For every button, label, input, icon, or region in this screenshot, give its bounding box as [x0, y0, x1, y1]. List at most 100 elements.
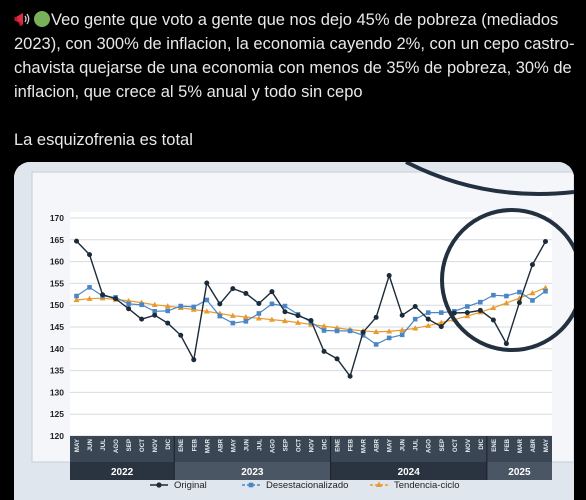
- year-band-2024: [330, 462, 487, 480]
- year-label: 2023: [241, 467, 264, 478]
- series-point-original: [295, 313, 301, 319]
- x-tick-label: DIC: [322, 438, 329, 449]
- series-point-original: [178, 332, 184, 338]
- year-band-2023: [174, 462, 331, 480]
- x-tick-label: JUL: [256, 439, 263, 451]
- series-point-tendencia: [373, 328, 380, 334]
- series-point-desestacionalizado: [282, 303, 288, 309]
- series-point-original: [399, 312, 405, 318]
- x-tick-label: DIC: [478, 438, 485, 449]
- series-point-original: [477, 307, 483, 313]
- series-point-desestacionalizado: [478, 299, 483, 305]
- series-point-tendencia: [242, 313, 249, 320]
- series-point-desestacionalizado: [165, 308, 171, 314]
- post-paragraph-1: Veo gente que voto a gente que nos dejo …: [14, 8, 579, 104]
- series-point-original: [438, 324, 444, 330]
- series-point-tendencia: [399, 327, 406, 333]
- series-point-original: [529, 262, 535, 268]
- series-point-desestacionalizado: [491, 292, 496, 298]
- series-point-desestacionalizado: [269, 301, 275, 307]
- series-point-original: [542, 239, 548, 245]
- y-tick-label: 170: [50, 213, 64, 223]
- y-tick-label: 155: [50, 278, 64, 288]
- series-point-original: [490, 317, 496, 323]
- series-point-tendencia: [529, 289, 536, 296]
- series-point-original: [347, 373, 353, 379]
- y-tick-label: 130: [50, 387, 64, 397]
- series-point-original: [360, 329, 366, 335]
- x-tick-label: OCT: [139, 439, 146, 452]
- series-point-desestacionalizado: [230, 320, 236, 326]
- y-tick-label: 125: [50, 409, 64, 419]
- series-point-desestacionalizado: [139, 302, 144, 308]
- series-point-desestacionalizado: [243, 319, 249, 324]
- series-point-desestacionalizado: [412, 316, 418, 322]
- series-point-original: [204, 280, 210, 286]
- series-point-original: [87, 252, 93, 258]
- x-tick-label: SEP: [126, 439, 133, 451]
- x-tick-label: NOV: [309, 438, 316, 452]
- x-tick-label: MAY: [74, 438, 81, 452]
- series-point-tendencia: [386, 328, 393, 334]
- series-point-original: [74, 238, 80, 244]
- series-point-original: [217, 301, 223, 307]
- x-tick-label: OCT: [295, 439, 302, 452]
- series-point-original: [516, 300, 522, 306]
- x-tick-label: ENE: [491, 439, 498, 452]
- year-band-2022: [70, 462, 175, 480]
- y-tick-label: 140: [50, 344, 64, 354]
- series-point-tendencia: [203, 308, 210, 314]
- series-point-desestacionalizado: [543, 288, 548, 294]
- series-point-desestacionalizado: [321, 328, 327, 333]
- series-point-tendencia: [164, 303, 171, 309]
- highlight-arc-top: [405, 162, 574, 196]
- x-tick-label: OCT: [452, 439, 459, 452]
- series-point-original: [412, 304, 418, 310]
- series-point-desestacionalizado: [334, 328, 340, 334]
- series-point-tendencia: [86, 295, 93, 301]
- x-tick-label: FEB: [191, 438, 198, 451]
- x-tick-label: AGO: [269, 439, 276, 453]
- post-media-chart[interactable]: 170 165 160 155 150 145 140 135 130 125 120 MAY JUN J…: [14, 162, 574, 500]
- y-tick-label: 145: [50, 322, 64, 332]
- series-point-original: [256, 300, 262, 306]
- series-point-desestacionalizado: [74, 293, 79, 299]
- series-point-desestacionalizado: [517, 289, 522, 295]
- x-tick-label: MAR: [361, 438, 368, 453]
- year-band-2025: [486, 462, 552, 480]
- legend-marker-desestacionalizado: [248, 482, 254, 488]
- series-point-original: [191, 357, 197, 363]
- y-tick-label: 150: [50, 300, 64, 310]
- year-label: 2025: [508, 467, 531, 478]
- series-point-original: [334, 356, 340, 362]
- x-tick-label: JUL: [100, 439, 107, 451]
- series-point-original: [321, 348, 327, 354]
- x-tick-label: NOV: [465, 438, 472, 452]
- month-band: [70, 436, 552, 462]
- legend-marker-original: [156, 482, 162, 488]
- series-point-original: [100, 292, 106, 298]
- series-point-desestacionalizado: [87, 285, 92, 290]
- series-point-original: [230, 286, 236, 292]
- x-tick-label: ABR: [530, 438, 537, 452]
- year-label: 2024: [398, 467, 421, 478]
- series-point-tendencia: [503, 300, 510, 306]
- megaphone-icon: [14, 10, 32, 26]
- series-point-desestacionalizado: [373, 342, 379, 347]
- series-point-tendencia: [438, 319, 445, 325]
- series-point-desestacionalizado: [360, 332, 366, 338]
- series-point-original: [243, 290, 249, 296]
- x-tick-label: JUN: [400, 438, 407, 451]
- series-point-tendencia: [464, 313, 471, 319]
- series-point-tendencia: [321, 323, 328, 329]
- series-point-original: [464, 310, 470, 316]
- series-point-desestacionalizado: [178, 303, 184, 309]
- x-tick-label: AGO: [113, 439, 120, 453]
- post-text: Veo gente que voto a gente que nos dejo …: [14, 8, 579, 152]
- series-point-original: [152, 312, 158, 318]
- series-point-tendencia: [412, 325, 419, 331]
- series-point-tendencia: [281, 317, 288, 324]
- x-tick-label: FEB: [504, 438, 511, 451]
- series-point-desestacionalizado: [504, 293, 509, 299]
- series-point-original: [386, 273, 392, 279]
